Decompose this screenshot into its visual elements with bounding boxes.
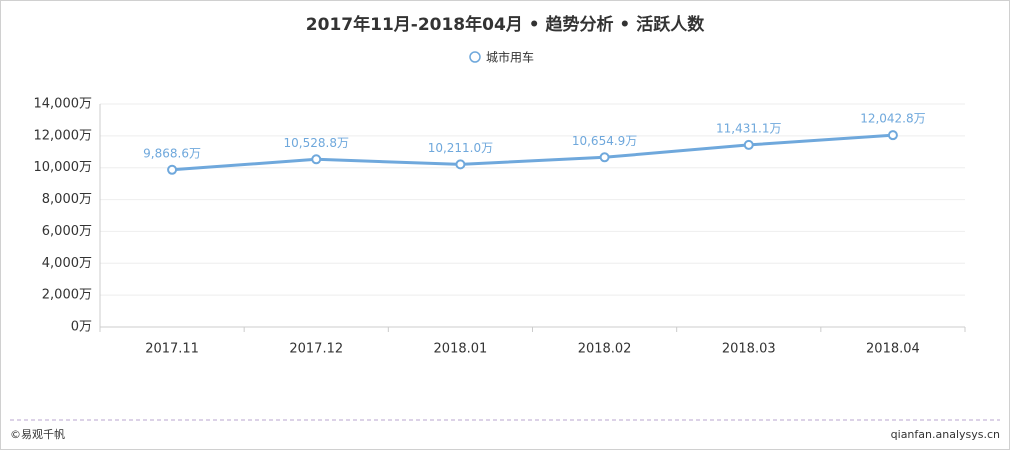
- legend-label: 城市用车: [486, 50, 534, 65]
- value-label: 12,042.8万: [860, 112, 925, 126]
- source: ©易观千帆: [10, 427, 65, 441]
- point: [599, 152, 610, 163]
- y-tick-label: 4,000万: [42, 256, 92, 271]
- x-tick-label: 2018.01: [434, 342, 488, 357]
- line: [171, 133, 894, 172]
- y-tick-label: 12,000万: [34, 128, 93, 143]
- chart-title: 2017年11月-2018年04月 • 趋势分析 • 活跃人数: [306, 14, 705, 35]
- point: [743, 139, 754, 150]
- value-label: 11,431.1万: [716, 121, 781, 135]
- x-tick-label: 2017.12: [289, 342, 343, 357]
- y-tick-label: 0万: [71, 320, 92, 335]
- value-label: 10,654.9万: [572, 134, 637, 148]
- value-label: 10,211.0万: [428, 141, 493, 155]
- y-tick-label: 10,000万: [34, 160, 93, 175]
- x-tick-label: 2018.03: [722, 342, 776, 357]
- point: [887, 130, 898, 141]
- point: [167, 164, 178, 175]
- value-label: 10,528.8万: [284, 136, 349, 150]
- point: [455, 159, 466, 170]
- watermark: qianfan.analysys.cn: [891, 428, 1000, 441]
- point: [311, 154, 322, 165]
- x-tick-label: 2018.02: [578, 342, 632, 357]
- x-tick-label: 2018.04: [866, 342, 920, 357]
- value-label: 9,868.6万: [143, 146, 201, 160]
- y-tick-label: 6,000万: [42, 224, 92, 239]
- x-tick-label: 2017.11: [145, 342, 199, 357]
- y-tick-label: 14,000万: [34, 97, 93, 112]
- y-tick-label: 8,000万: [42, 192, 92, 207]
- y-tick-label: 2,000万: [42, 288, 92, 303]
- legend-marker: [469, 51, 481, 63]
